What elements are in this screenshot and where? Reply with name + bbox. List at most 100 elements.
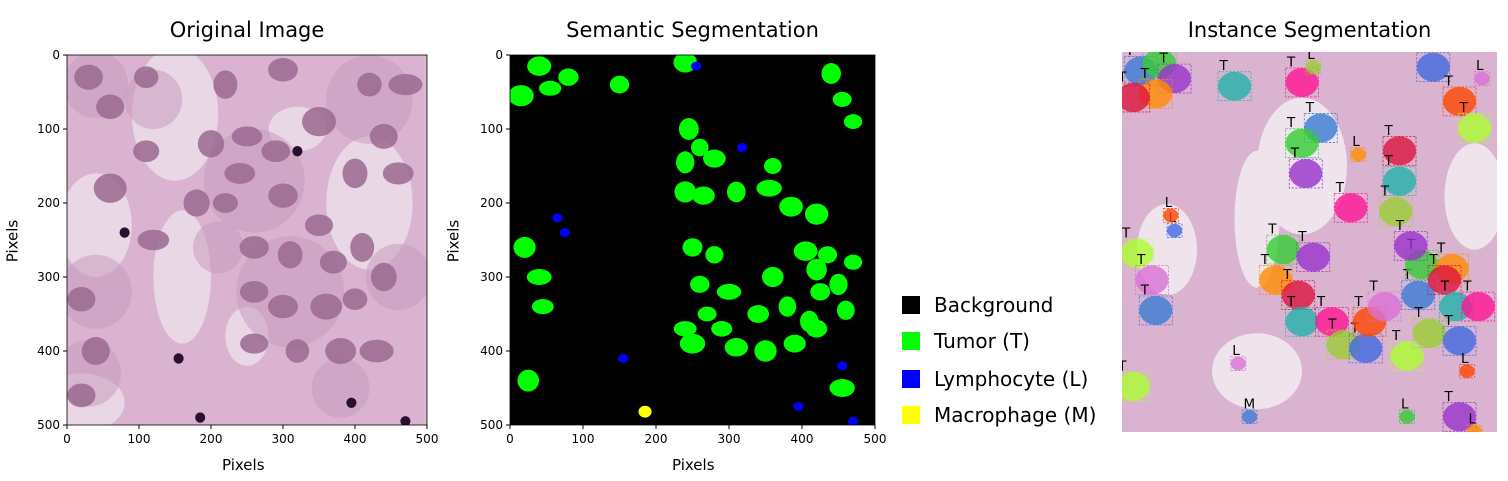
instance-class-label: T bbox=[1459, 100, 1469, 116]
instance-bbox bbox=[1157, 63, 1192, 94]
instance-class-label: L bbox=[1461, 351, 1469, 367]
tumor-region bbox=[843, 254, 863, 270]
semantic-xlabel: Pixels bbox=[672, 456, 715, 474]
nucleus bbox=[67, 287, 96, 312]
lymphocyte-region bbox=[837, 361, 848, 371]
instance-mask bbox=[1443, 402, 1476, 432]
instance-mask bbox=[1474, 71, 1490, 86]
tumor-region bbox=[724, 338, 748, 357]
instance-bbox bbox=[1382, 135, 1417, 166]
instance-mask bbox=[1266, 235, 1300, 265]
original-xtick-label: 200 bbox=[200, 432, 223, 446]
instance-mask bbox=[1459, 364, 1475, 379]
semantic-xtick-label: 400 bbox=[791, 432, 814, 446]
instance-mask bbox=[1383, 136, 1416, 166]
tumor-region bbox=[513, 236, 536, 258]
instance-class-label: T bbox=[1444, 313, 1454, 329]
nucleus bbox=[239, 236, 269, 259]
tumor-region bbox=[754, 340, 777, 362]
tumor-region bbox=[832, 91, 852, 107]
tumor-region bbox=[843, 114, 863, 130]
instance-class-label: L bbox=[1307, 52, 1315, 63]
instance-class-label: T bbox=[1369, 279, 1379, 295]
instance-class-label: T bbox=[1402, 267, 1412, 283]
instance-mask bbox=[1167, 223, 1182, 238]
instance-bbox bbox=[1230, 356, 1247, 371]
instance-mask bbox=[1467, 425, 1482, 432]
tumor-region bbox=[800, 310, 819, 333]
nucleus bbox=[350, 232, 375, 262]
legend-tumor: Tumor (T) bbox=[902, 326, 1030, 356]
instance-mask bbox=[1285, 128, 1319, 158]
instance-class-label: T bbox=[1380, 184, 1390, 200]
instance-class-label: T bbox=[1354, 294, 1364, 310]
instance-class-label: T bbox=[1267, 222, 1277, 238]
dark-cell bbox=[195, 412, 206, 423]
dark-cell bbox=[173, 353, 184, 364]
original-title: Original Image bbox=[169, 18, 325, 42]
instance-mask bbox=[1305, 60, 1321, 75]
instance-bbox bbox=[1390, 341, 1424, 371]
histology-image bbox=[67, 55, 427, 425]
tumor-region bbox=[817, 246, 838, 264]
instance-mask bbox=[1139, 295, 1173, 325]
instance-class-label: T bbox=[1297, 229, 1307, 245]
original-xlabel: Pixels bbox=[222, 456, 265, 474]
nucleus bbox=[93, 173, 127, 203]
semantic-ytick-label: 300 bbox=[480, 270, 503, 284]
original-frame bbox=[66, 54, 428, 426]
instance-mask bbox=[1413, 318, 1446, 348]
instance-bbox bbox=[1217, 71, 1252, 102]
instance-bbox bbox=[1122, 82, 1151, 113]
semantic-ytick-label: 500 bbox=[480, 418, 503, 432]
nucleus bbox=[96, 94, 125, 120]
legend-macrophage: Macrophage (M) bbox=[902, 400, 1096, 430]
nucleus bbox=[212, 193, 238, 213]
legend-swatch-tumor bbox=[902, 332, 920, 350]
instance-bbox bbox=[1315, 306, 1349, 337]
instance-class-label: T bbox=[1444, 389, 1454, 405]
semantic-xtick-label: 0 bbox=[506, 432, 514, 446]
instance-mask bbox=[1399, 409, 1415, 424]
instance-mask bbox=[1390, 341, 1424, 371]
tumor-region bbox=[527, 56, 552, 76]
instance-bbox bbox=[1285, 128, 1319, 159]
macrophage-region bbox=[638, 405, 652, 418]
tumor-region bbox=[804, 203, 829, 225]
tumor-region bbox=[697, 306, 717, 322]
instance-class-label: T bbox=[1350, 320, 1360, 336]
instance-class-label: L bbox=[1352, 134, 1360, 150]
tumor-region bbox=[673, 55, 697, 73]
instance-class-label: T bbox=[1429, 252, 1439, 268]
instance-bbox bbox=[1305, 59, 1322, 75]
legend-lymphocyte: Lymphocyte (L) bbox=[902, 364, 1088, 394]
lymphocyte-region bbox=[552, 213, 563, 223]
tumor-region bbox=[609, 75, 630, 94]
nucleus bbox=[342, 288, 368, 310]
instance-bbox bbox=[1427, 265, 1462, 295]
tumor-region bbox=[747, 305, 770, 323]
instance-class-label: T bbox=[1286, 294, 1296, 310]
instance-class-label: T bbox=[1122, 225, 1131, 241]
instance-mask bbox=[1218, 71, 1251, 101]
tumor-region bbox=[679, 333, 706, 354]
tumor-region bbox=[783, 334, 806, 353]
instance-bbox bbox=[1138, 295, 1173, 326]
semantic-map bbox=[510, 55, 875, 425]
instance-bbox bbox=[1122, 371, 1151, 402]
instance-bbox bbox=[1393, 230, 1428, 261]
dark-cell bbox=[292, 146, 303, 157]
instance-mask bbox=[1285, 307, 1319, 337]
tumor-region bbox=[716, 283, 742, 300]
nucleus bbox=[302, 106, 336, 137]
lymphocyte-region bbox=[737, 143, 748, 152]
legend-swatch-macrophage bbox=[902, 406, 920, 424]
tumor-region bbox=[526, 269, 552, 285]
lymphocyte-region bbox=[847, 416, 859, 425]
semantic-ytick-label: 0 bbox=[495, 48, 503, 62]
lymphocyte-region bbox=[559, 228, 570, 238]
instance-class-label: L bbox=[1401, 396, 1409, 412]
nucleus bbox=[357, 72, 382, 97]
nucleus bbox=[359, 339, 394, 363]
original-xtick-label: 100 bbox=[128, 432, 151, 446]
